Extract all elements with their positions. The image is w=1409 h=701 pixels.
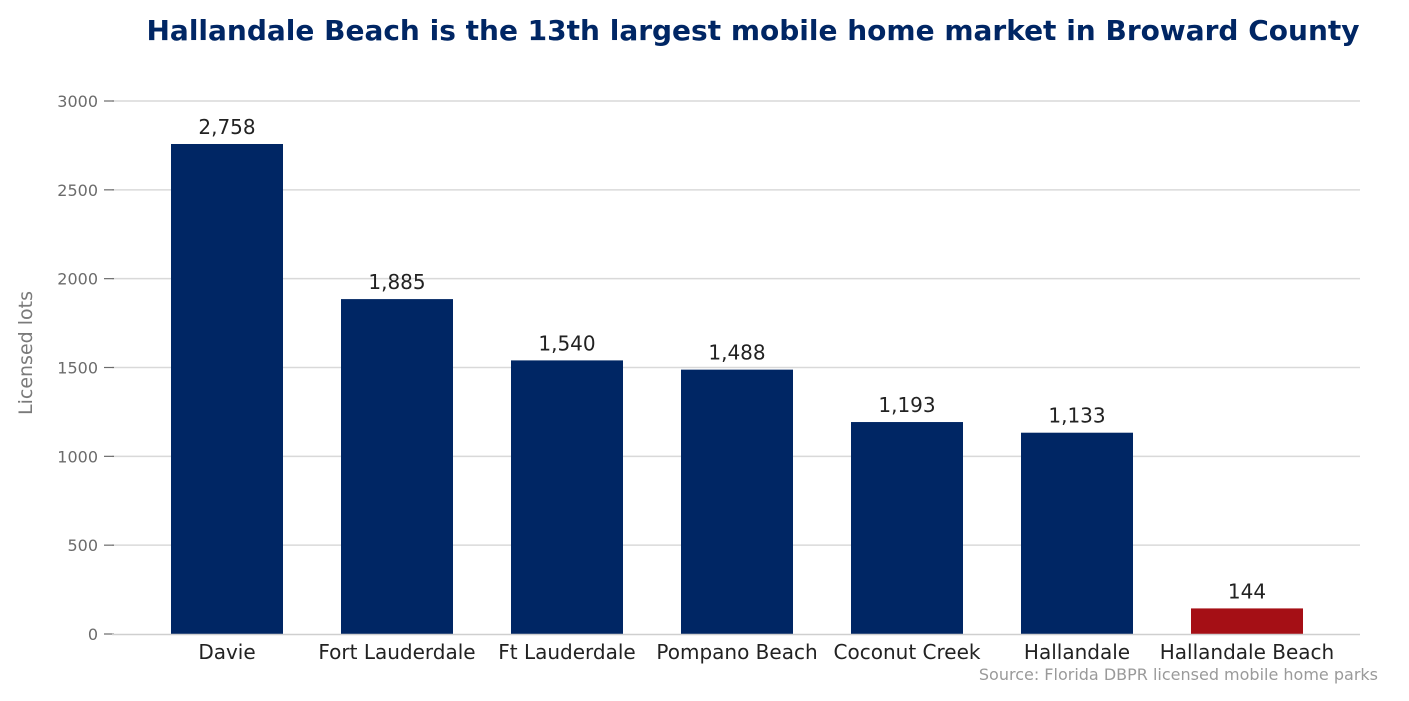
y-tick-label: 500: [67, 536, 98, 555]
data-labels: 2,758 1,885 1,540 1,488 1,193 1,133 144: [198, 115, 1266, 603]
category-label: Coconut Creek: [834, 640, 981, 664]
bar: [341, 299, 453, 634]
data-label: 1,193: [878, 393, 935, 417]
data-label: 144: [1228, 579, 1266, 603]
data-label: 1,540: [538, 331, 595, 355]
y-tick-label: 2500: [57, 181, 98, 200]
y-tick-label: 1500: [57, 359, 98, 378]
y-tick-label: 1000: [57, 447, 98, 466]
category-label: Hallandale Beach: [1160, 640, 1334, 664]
category-label: Hallandale: [1024, 640, 1130, 664]
bar: [1191, 608, 1303, 634]
gridlines: [112, 100, 1360, 546]
x-axis-categories: Davie Fort Lauderdale Ft Lauderdale Pompano…: [198, 640, 1334, 664]
bar: [681, 369, 793, 634]
data-label: 1,488: [708, 341, 765, 365]
y-tick-label: 0: [88, 625, 98, 644]
data-label: 1,885: [368, 270, 425, 294]
category-label: Ft Lauderdale: [498, 640, 635, 664]
y-axis-label: Licensed lots: [15, 291, 37, 415]
bar: [511, 360, 623, 634]
y-tick-label: 2000: [57, 270, 98, 289]
category-label: Pompano Beach: [656, 640, 817, 664]
data-label: 1,133: [1048, 404, 1105, 428]
category-label: Fort Lauderdale: [318, 640, 475, 664]
data-label: 2,758: [198, 115, 255, 139]
bar: [1021, 432, 1133, 634]
bar: [171, 143, 283, 634]
y-axis-ticks: 0 500 1000 1500 2000 2500 3000: [57, 92, 114, 644]
bar: [851, 422, 963, 634]
chart-title: Hallandale Beach is the 13th largest mob…: [146, 14, 1359, 47]
y-tick-label: 3000: [57, 92, 98, 111]
source-note: Source: Florida DBPR licensed mobile hom…: [979, 665, 1378, 684]
bars: [171, 143, 1303, 634]
category-label: Davie: [198, 640, 255, 664]
